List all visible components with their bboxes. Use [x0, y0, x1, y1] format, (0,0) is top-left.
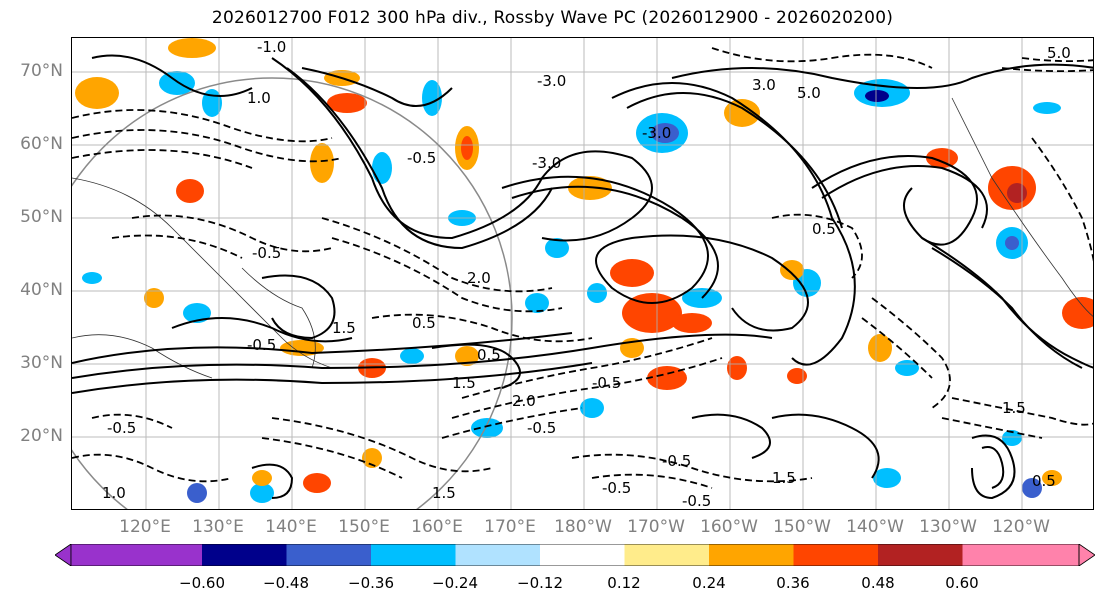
- lon-label-160e: 160°E: [411, 517, 463, 537]
- colorbar-tick-label: −0.60: [179, 574, 225, 592]
- coastlines: [72, 97, 1093, 379]
- colorbar-tick-label: 0.12: [607, 574, 641, 592]
- colorbar-tick-label: −0.24: [432, 574, 478, 592]
- svg-text:1.5: 1.5: [432, 484, 456, 502]
- lat-label-30n: 30°N: [20, 353, 63, 373]
- svg-text:1.0: 1.0: [102, 484, 126, 502]
- lon-label-120w: 120°W: [992, 517, 1050, 537]
- svg-text:-0.5: -0.5: [592, 374, 621, 392]
- colorbar-segment-0: [71, 544, 202, 566]
- lon-label-170e: 170°E: [484, 517, 536, 537]
- svg-text:2.0: 2.0: [512, 392, 536, 410]
- svg-text:-0.5: -0.5: [247, 336, 276, 354]
- colorbar-tick-label: 0.24: [692, 574, 726, 592]
- colorbar-max-arrow: [1078, 544, 1095, 566]
- colorbar-tick-label: 0.48: [861, 574, 895, 592]
- svg-text:-0.5: -0.5: [252, 244, 281, 262]
- colorbar-segment-10: [962, 544, 1079, 566]
- colorbar-min-arrow: [55, 544, 72, 566]
- svg-text:-3.0: -3.0: [642, 124, 671, 142]
- svg-text:1.5: 1.5: [332, 319, 356, 337]
- svg-text:0.5: 0.5: [477, 346, 501, 364]
- svg-text:-0.5: -0.5: [527, 419, 556, 437]
- colorbar-tick-label: 0.60: [945, 574, 979, 592]
- svg-text:1.5: 1.5: [772, 469, 796, 487]
- svg-text:0.5: 0.5: [412, 314, 436, 332]
- lon-label-180w: 180°W: [554, 517, 612, 537]
- lon-label-150w: 150°W: [773, 517, 831, 537]
- divergence-shading-negative: [82, 71, 1061, 503]
- colorbar-tick-label: −0.48: [263, 574, 309, 592]
- svg-text:0.5: 0.5: [1032, 472, 1056, 490]
- colorbar-segment-7: [709, 544, 794, 566]
- colorbar-segment-2: [286, 544, 371, 566]
- lon-label-150e: 150°E: [338, 517, 390, 537]
- contours-dashed: [72, 47, 1093, 489]
- colorbar-tick-label: 0.36: [776, 574, 810, 592]
- lon-label-140e: 140°E: [265, 517, 317, 537]
- svg-text:-0.5: -0.5: [107, 419, 136, 437]
- lat-label-40n: 40°N: [20, 280, 63, 300]
- svg-text:1.5: 1.5: [1002, 399, 1026, 417]
- svg-text:3.0: 3.0: [752, 76, 776, 94]
- lon-label-170w: 170°W: [627, 517, 685, 537]
- lon-label-130e: 130°E: [192, 517, 244, 537]
- svg-text:1.5: 1.5: [452, 374, 476, 392]
- svg-text:5.0: 5.0: [1047, 44, 1071, 62]
- svg-text:2.0: 2.0: [467, 269, 491, 287]
- map-gridlines: [72, 38, 1093, 509]
- lat-label-20n: 20°N: [20, 426, 63, 446]
- divergence-shading-positive: [75, 38, 1093, 493]
- colorbar-segment-6: [624, 544, 709, 566]
- colorbar-tick-label: −0.36: [348, 574, 394, 592]
- lon-label-160w: 160°W: [700, 517, 758, 537]
- colorbar-segment-8: [793, 544, 878, 566]
- svg-text:-3.0: -3.0: [532, 154, 561, 172]
- svg-text:-1.0: -1.0: [257, 38, 286, 56]
- svg-text:-0.5: -0.5: [407, 149, 436, 167]
- contour-labels: -3.0 3.0 5.0 5.0 -1.0 1.0 -3.0 -0.5 -0.5…: [102, 38, 1071, 510]
- colorbar-segment-1: [202, 544, 287, 566]
- svg-text:5.0: 5.0: [797, 84, 821, 102]
- colorbar-segment-9: [878, 544, 963, 566]
- map-panel[interactable]: -3.0 3.0 5.0 5.0 -1.0 1.0 -3.0 -0.5 -0.5…: [71, 37, 1094, 510]
- lon-label-120e: 120°E: [119, 517, 171, 537]
- contours-solid: [72, 54, 1093, 500]
- colorbar-tick-label: −0.12: [517, 574, 563, 592]
- svg-text:1.0: 1.0: [247, 89, 271, 107]
- figure-title: 2026012700 F012 300 hPa div., Rossby Wav…: [211, 8, 894, 28]
- svg-text:0.5: 0.5: [812, 220, 836, 238]
- reference-circle: [72, 77, 513, 509]
- lat-label-60n: 60°N: [20, 134, 63, 154]
- lon-label-140w: 140°W: [846, 517, 904, 537]
- svg-text:-3.0: -3.0: [537, 72, 566, 90]
- colorbar: [55, 544, 1095, 566]
- svg-text:-0.5: -0.5: [662, 452, 691, 470]
- svg-text:-0.5: -0.5: [602, 479, 631, 497]
- colorbar-segment-3: [371, 544, 456, 566]
- lat-label-50n: 50°N: [20, 207, 63, 227]
- lon-label-130w: 130°W: [919, 517, 977, 537]
- lat-label-70n: 70°N: [20, 61, 63, 81]
- map-canvas: -3.0 3.0 5.0 5.0 -1.0 1.0 -3.0 -0.5 -0.5…: [72, 38, 1093, 510]
- colorbar-segment-4: [455, 544, 540, 566]
- colorbar-segment-5: [540, 544, 625, 566]
- svg-text:-0.5: -0.5: [682, 492, 711, 510]
